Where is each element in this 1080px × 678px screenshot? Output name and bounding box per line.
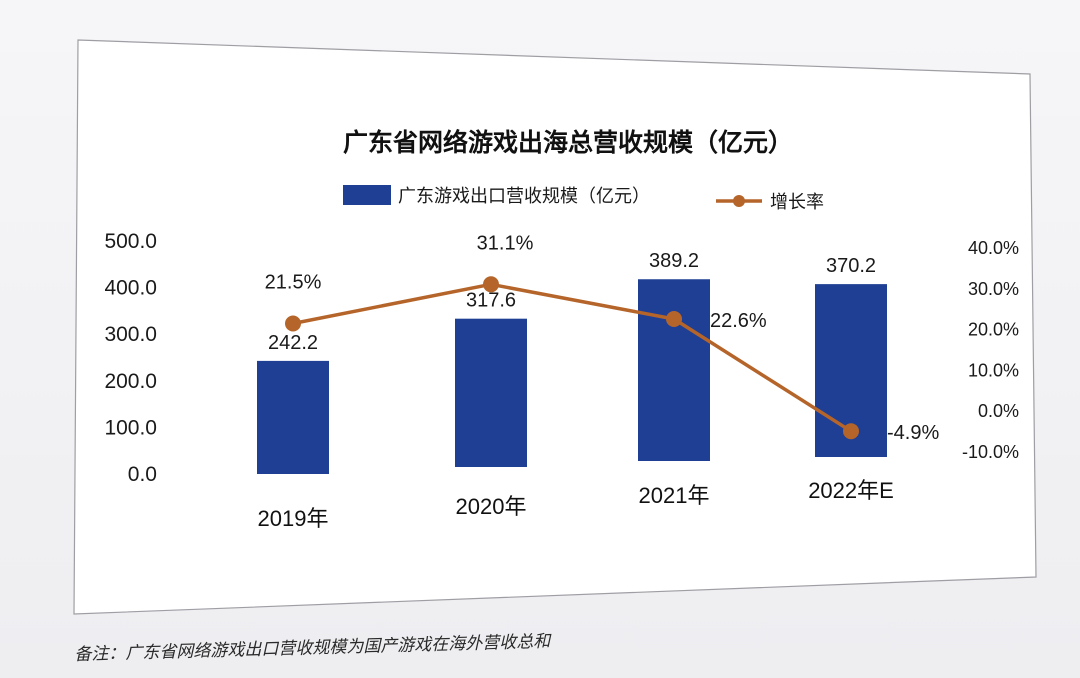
- growth-rate-marker: [285, 315, 301, 332]
- legend-line-label: 增长率: [770, 192, 824, 213]
- bar-series: [257, 279, 887, 474]
- growth-rate-labels: 21.5% 31.1% 22.6% -4.9%: [265, 232, 940, 444]
- growth-rate-line: [292, 282, 852, 433]
- left-tick-label: 100.0: [104, 416, 157, 439]
- growth-rate-label: -4.9%: [887, 422, 939, 444]
- right-tick-label: 10.0%: [968, 360, 1019, 380]
- bar-value-label: 317.6: [466, 290, 516, 312]
- bar: [257, 360, 329, 474]
- chart-frame: [73, 39, 1037, 615]
- bar: [455, 318, 527, 467]
- growth-rate-marker: [843, 423, 859, 440]
- category-label: 2020年: [456, 494, 527, 519]
- right-tick-label: -10.0%: [962, 442, 1019, 462]
- x-axis: 2019年 2020年 2021年 2022年E: [258, 478, 894, 531]
- chart-legend: 广东游戏出口营收规模（亿元） 增长率: [343, 185, 824, 213]
- right-tick-label: 0.0%: [978, 401, 1019, 421]
- left-tick-label: 300.0: [104, 323, 157, 346]
- category-label: 2022年E: [808, 478, 894, 503]
- left-tick-label: 200.0: [104, 370, 157, 393]
- growth-rate-marker: [666, 310, 682, 327]
- right-tick-label: 30.0%: [968, 279, 1019, 299]
- left-axis: 0.0 100.0 200.0 300.0 400.0 500.0: [104, 230, 157, 486]
- left-tick-label: 0.0: [128, 463, 157, 486]
- left-tick-label: 400.0: [104, 277, 157, 300]
- growth-rate-series: [285, 276, 859, 440]
- right-tick-label: 20.0%: [968, 320, 1019, 340]
- growth-rate-label: 31.1%: [477, 232, 534, 254]
- right-tick-label: 40.0%: [968, 238, 1019, 258]
- legend-line-marker: [733, 195, 745, 207]
- growth-rate-label: 21.5%: [265, 271, 322, 293]
- growth-rate-marker: [483, 276, 499, 293]
- category-label: 2021年: [639, 483, 710, 508]
- chart-title: 广东省网络游戏出海总营收规模（亿元）: [343, 128, 793, 157]
- right-axis: -10.0% 0.0% 10.0% 20.0% 30.0% 40.0%: [962, 238, 1019, 462]
- growth-rate-label: 22.6%: [710, 310, 767, 332]
- category-label: 2019年: [258, 506, 329, 531]
- bar-value-label: 242.2: [268, 332, 318, 354]
- bar-labels: 242.2 317.6 389.2 370.2: [268, 250, 876, 354]
- bar-value-label: 370.2: [826, 255, 876, 277]
- bar-value-label: 389.2: [649, 250, 699, 272]
- left-tick-label: 500.0: [104, 230, 157, 253]
- bar: [638, 279, 710, 461]
- legend-bar-label: 广东游戏出口营收规模（亿元）: [398, 186, 650, 207]
- legend-bar-swatch: [343, 185, 391, 205]
